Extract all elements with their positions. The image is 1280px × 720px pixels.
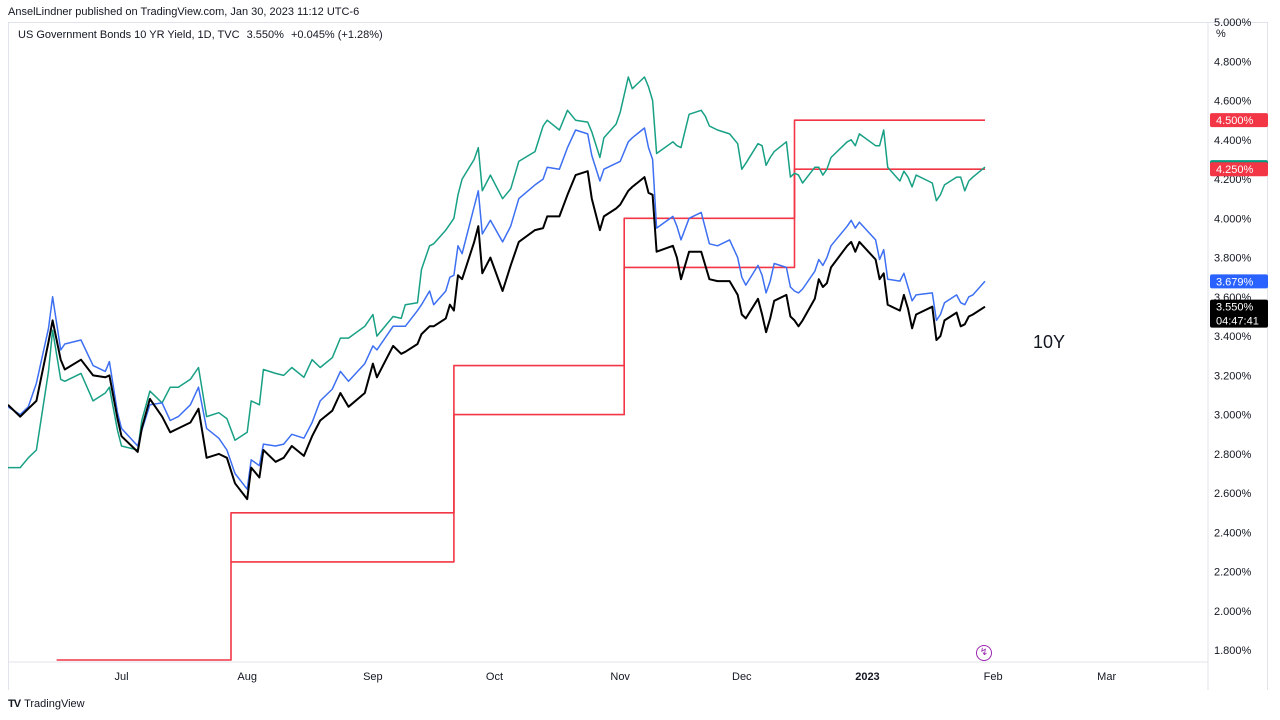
price-tag-label: 4.250% [1216, 164, 1254, 176]
tradingview-logo-icon: TV [8, 698, 21, 710]
chart-legend[interactable]: US Government Bonds 10 YR Yield, 1D, TVC… [16, 28, 385, 42]
y-tick-label: 2.800% [1214, 449, 1252, 461]
price-tag: 3.679% [1210, 274, 1268, 289]
y-tick-label: 4.400% [1214, 135, 1252, 147]
y-tick-label: 3.200% [1214, 370, 1252, 382]
y-tick-label: 5.000% [1214, 17, 1252, 29]
x-tick-label: Sep [363, 671, 383, 683]
y-tick-label: 2.200% [1214, 567, 1252, 579]
series-line-blue[interactable] [8, 127, 986, 490]
price-axis[interactable]: 5.000% 4.800% 4.600% 4.400% 4.200% 4.000% 3.80… [1214, 17, 1252, 657]
price-tag: 3.550% 04:47:41 [1210, 299, 1268, 328]
x-tick-label: Feb [984, 671, 1003, 683]
x-tick-label: 2023 [855, 671, 879, 683]
y-tick-label: 4.000% [1214, 213, 1252, 225]
x-tick-label: Aug [237, 671, 257, 683]
price-tag: 4.250% [1210, 162, 1268, 177]
price-tag-label: 3.550% [1216, 302, 1254, 314]
annotation-text: 10Y [1033, 332, 1066, 352]
y-tick-label: 4.800% [1214, 56, 1252, 68]
publisher-line: AnselLindner published on TradingView.co… [8, 6, 360, 18]
x-tick-label: Oct [486, 671, 503, 683]
footer-branding[interactable]: TV TradingView [8, 698, 85, 710]
brand-name: TradingView [24, 698, 85, 710]
price-tag-label: 3.679% [1216, 276, 1254, 288]
x-tick-label: Dec [732, 671, 752, 683]
plot-area[interactable] [8, 76, 986, 661]
y-tick-label: 2.000% [1214, 606, 1252, 618]
series-line-green[interactable] [8, 76, 986, 469]
y-tick-label: 2.600% [1214, 488, 1252, 500]
chart-frame [8, 22, 1268, 690]
x-tick-label: Jul [114, 671, 128, 683]
axis-unit-label: % [1216, 28, 1226, 40]
y-tick-label: 4.600% [1214, 96, 1252, 108]
y-tick-label: 3.800% [1214, 253, 1252, 265]
y-tick-label: 3.400% [1214, 331, 1252, 343]
legend-last-value: 3.550% [246, 29, 284, 41]
y-tick-label: 3.000% [1214, 410, 1252, 422]
x-tick-label: Nov [610, 671, 630, 683]
y-tick-label: 1.800% [1214, 645, 1252, 657]
x-tick-label: Mar [1097, 671, 1116, 683]
time-axis[interactable]: Jul Aug Sep Oct Nov Dec 2023 Feb Mar [114, 671, 1116, 683]
y-tick-label: 4.200% [1214, 174, 1252, 186]
series-line-black[interactable] [8, 170, 986, 501]
legend-symbol: US Government Bonds 10 YR Yield, 1D, TVC [18, 29, 240, 41]
series-line-red-lower[interactable] [231, 168, 985, 563]
series-line-red-upper[interactable] [56, 119, 985, 661]
price-tag-label: 4.500% [1216, 115, 1254, 127]
lightning-icon[interactable]: ↯ [976, 645, 992, 661]
y-tick-label: 2.400% [1214, 527, 1252, 539]
price-tags: 4.500%4.261%4.250%3.679%3.550%04:47:41 [1210, 113, 1268, 328]
legend-change: +0.045% (+1.28%) [290, 29, 383, 41]
price-tag: 4.500% [1210, 113, 1268, 128]
price-tag-countdown: 04:47:41 [1216, 316, 1259, 328]
